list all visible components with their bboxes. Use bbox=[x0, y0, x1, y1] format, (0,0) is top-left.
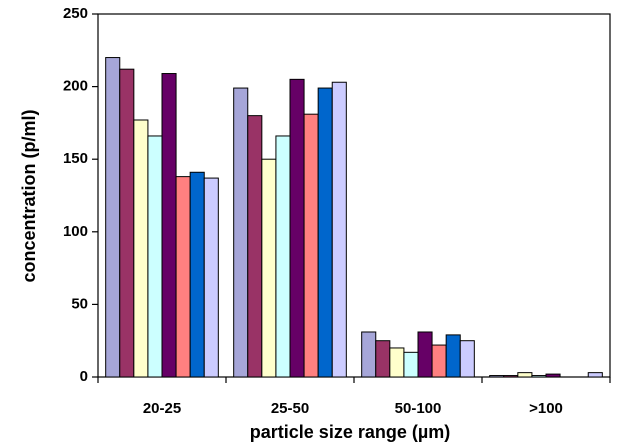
y-tick-label: 150 bbox=[63, 150, 88, 167]
bar bbox=[545, 373, 561, 378]
y-axis-label: concentration (p/ml) bbox=[19, 109, 39, 282]
bar bbox=[147, 135, 163, 378]
bar bbox=[275, 135, 291, 378]
bar bbox=[119, 68, 135, 378]
x-tick-label: 25-50 bbox=[271, 400, 309, 417]
bar bbox=[489, 375, 505, 378]
bar bbox=[317, 87, 333, 378]
bar bbox=[431, 344, 447, 378]
bar bbox=[331, 81, 347, 378]
bar bbox=[133, 119, 149, 378]
bar bbox=[161, 73, 177, 378]
y-tick-label: 0 bbox=[80, 368, 88, 385]
bar bbox=[503, 375, 519, 378]
bar bbox=[417, 331, 433, 378]
bar bbox=[375, 340, 391, 378]
bar bbox=[517, 372, 533, 378]
bar bbox=[289, 78, 305, 378]
bar bbox=[587, 372, 603, 378]
bar bbox=[203, 177, 219, 378]
bar bbox=[403, 351, 419, 378]
bar bbox=[459, 340, 475, 378]
bar bbox=[247, 115, 263, 378]
bar bbox=[175, 176, 191, 378]
bar bbox=[233, 87, 249, 378]
bar bbox=[531, 375, 547, 378]
bar bbox=[105, 57, 121, 378]
bar bbox=[445, 334, 461, 378]
bar bbox=[389, 347, 405, 378]
bar bbox=[189, 171, 205, 378]
y-tick-label: 200 bbox=[63, 78, 88, 95]
y-tick-label: 250 bbox=[63, 5, 88, 22]
bar bbox=[303, 113, 319, 378]
y-tick-label: 100 bbox=[63, 223, 88, 240]
x-tick-label: >100 bbox=[529, 400, 563, 417]
x-axis-label: particle size range (µm) bbox=[250, 422, 450, 442]
x-tick-label: 50-100 bbox=[395, 400, 442, 417]
bar bbox=[261, 158, 277, 378]
y-tick-label: 50 bbox=[71, 295, 88, 312]
x-tick-label: 20-25 bbox=[143, 400, 181, 417]
bar bbox=[361, 331, 377, 378]
